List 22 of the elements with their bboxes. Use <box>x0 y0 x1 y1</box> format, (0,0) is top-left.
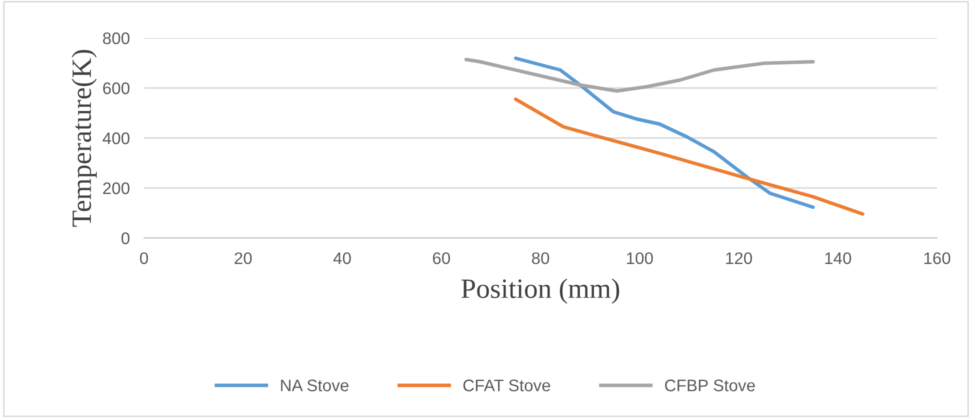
y-tick-label: 200 <box>103 182 130 194</box>
x-tick-label: 20 <box>234 252 252 264</box>
x-tick-label: 0 <box>140 252 148 264</box>
legend-label: CFAT Stove <box>463 380 550 392</box>
x-tick-label: 140 <box>825 252 852 264</box>
y-axis-title: Temperature(K) <box>72 50 97 227</box>
legend-label: CFBP Stove <box>665 380 755 392</box>
line-series <box>464 58 815 93</box>
y-tick-label: 400 <box>102 132 130 144</box>
x-tick-label: 40 <box>333 252 351 264</box>
line-series <box>514 56 815 209</box>
x-axis-title: Position (mm) <box>461 278 620 304</box>
y-tick-label: 0 <box>121 232 130 244</box>
x-tick-label: 100 <box>626 252 653 264</box>
y-tick-label: 600 <box>103 82 130 94</box>
legend-label: NA Stove <box>281 380 348 392</box>
y-tick-label: 800 <box>103 32 130 44</box>
x-tick-label: 120 <box>726 252 752 264</box>
x-tick-label: 80 <box>532 252 550 264</box>
x-tick-label: 60 <box>432 252 450 264</box>
line-series <box>514 98 864 216</box>
x-tick-label: 160 <box>924 252 950 264</box>
